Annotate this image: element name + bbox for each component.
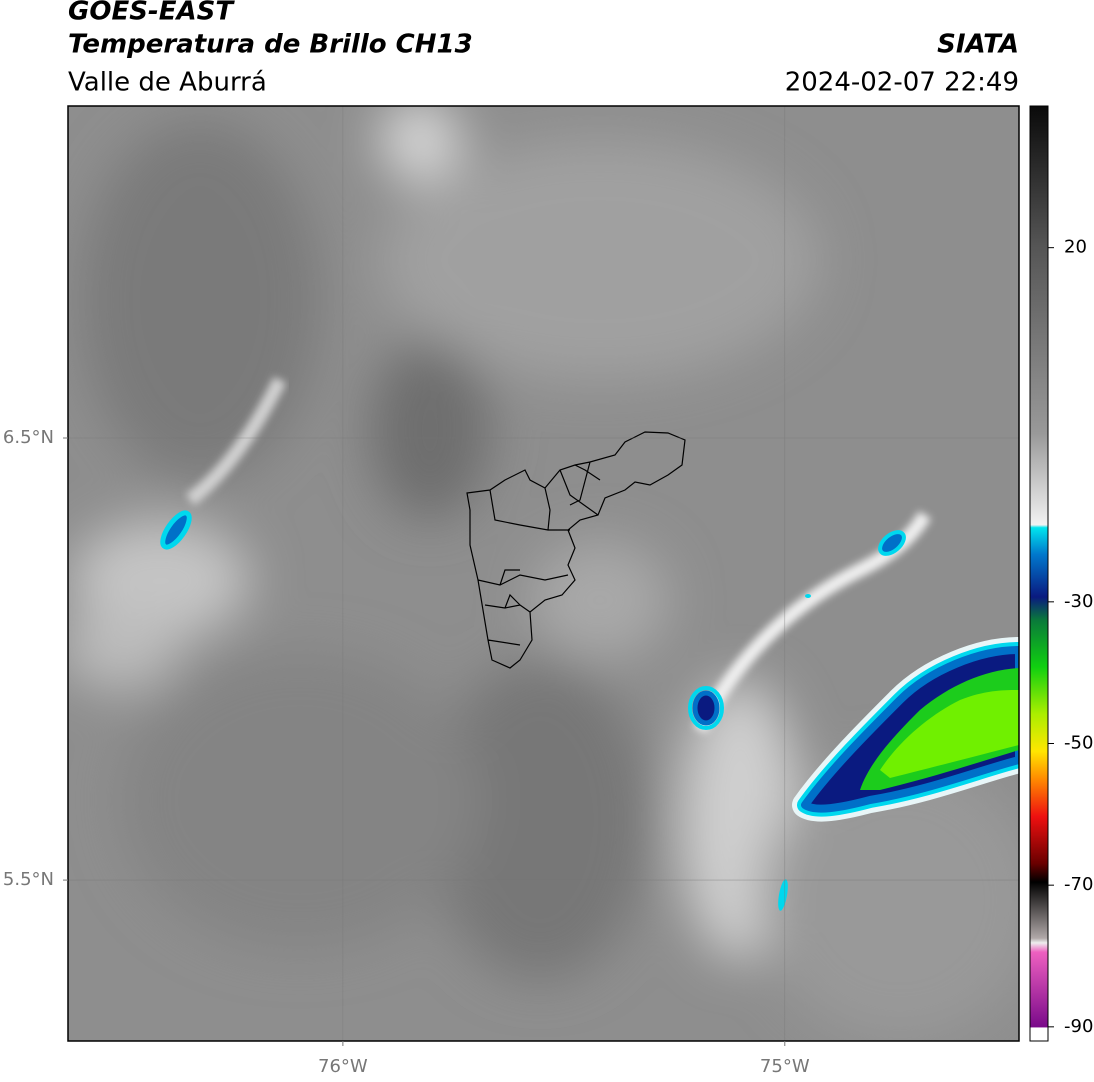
lat-tick-label: 6.5°N bbox=[3, 427, 54, 448]
colorbar-tick-label: -70 bbox=[1064, 874, 1093, 895]
colorbar-tick-label: -30 bbox=[1064, 591, 1093, 612]
region: Valle de Aburrá bbox=[68, 68, 267, 98]
subtitle: Temperatura de Brillo CH13 bbox=[68, 30, 473, 60]
datetime: 2024-02-07 22:49 bbox=[785, 68, 1019, 98]
satellite-image bbox=[68, 106, 1019, 1041]
lon-tick-label: 75°W bbox=[760, 1056, 810, 1077]
colorbar-tick-label: -50 bbox=[1064, 733, 1093, 754]
title: GOES-EAST bbox=[68, 0, 235, 27]
source: SIATA bbox=[937, 30, 1019, 60]
colorbar-tick-label: -90 bbox=[1064, 1016, 1093, 1037]
lon-tick-label: 76°W bbox=[318, 1056, 368, 1077]
colorbar bbox=[1029, 105, 1049, 1042]
colorbar-ticks: 20 -30 -50 -70 -90 bbox=[1048, 237, 1093, 1037]
municipal-boundaries bbox=[466, 431, 686, 669]
map-frame bbox=[67, 105, 1020, 1042]
colorbar-tick-label: 20 bbox=[1064, 237, 1087, 258]
lat-tick-label: 5.5°N bbox=[3, 869, 54, 890]
graticule bbox=[68, 106, 1019, 1041]
